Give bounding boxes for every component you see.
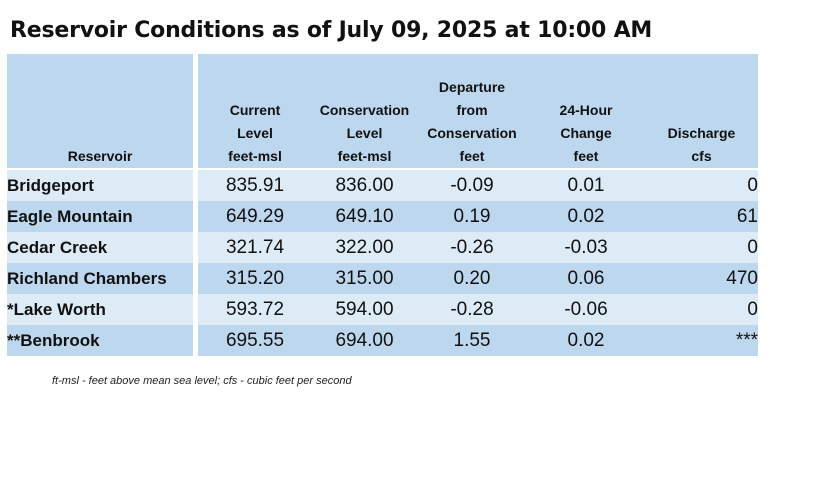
current-level-cell: 593.72 (198, 294, 312, 325)
departure-cell: 0.19 (417, 201, 527, 232)
reservoir-name-cell: Eagle Mountain (7, 201, 193, 232)
discharge-cell: *** (645, 325, 758, 356)
discharge-cell: 0 (645, 169, 758, 201)
table-row: Eagle Mountain 649.29 649.10 0.19 0.02 61 (7, 201, 758, 232)
current-level-cell: 649.29 (198, 201, 312, 232)
departure-cell: -0.26 (417, 232, 527, 263)
header-reservoir: Reservoir (7, 54, 193, 170)
departure-cell: 1.55 (417, 325, 527, 356)
column-gap (193, 232, 198, 263)
current-level-cell: 315.20 (198, 263, 312, 294)
change-24-hour-cell: -0.03 (527, 232, 645, 263)
discharge-cell: 61 (645, 201, 758, 232)
footnote: ft-msl - feet above mean sea level; cfs … (52, 375, 352, 387)
header-row: Reservoir Current Level feet-msl Conservat… (7, 54, 758, 170)
change-24-hour-cell: 0.01 (527, 169, 645, 201)
reservoir-name-cell: Bridgeport (7, 169, 193, 201)
reservoir-name-cell: Richland Chambers (7, 263, 193, 294)
header-line: 24-Hour (559, 102, 613, 118)
discharge-cell: 0 (645, 232, 758, 263)
change-24-hour-cell: 0.02 (527, 201, 645, 232)
column-gap (193, 294, 198, 325)
conservation-level-cell: 594.00 (312, 294, 417, 325)
column-gap (193, 169, 198, 201)
discharge-cell: 470 (645, 263, 758, 294)
column-gap (193, 201, 198, 232)
header-line: feet-msl (337, 148, 392, 164)
departure-cell: -0.09 (417, 169, 527, 201)
page-title: Reservoir Conditions as of July 09, 2025… (10, 18, 653, 43)
header-line: Departure (438, 79, 506, 95)
departure-cell: -0.28 (417, 294, 527, 325)
header-24-hour-change: 24-Hour Change feet (527, 54, 645, 170)
header-line: feet (573, 148, 599, 164)
header-line: Reservoir (67, 148, 133, 164)
column-gap (193, 263, 198, 294)
conservation-level-cell: 836.00 (312, 169, 417, 201)
current-level-cell: 695.55 (198, 325, 312, 356)
header-line: Conservation (319, 102, 410, 118)
reservoir-table: Reservoir Current Level feet-msl Conservat… (7, 54, 758, 356)
header-line: Level (237, 125, 273, 141)
column-gap (193, 325, 198, 356)
reservoir-name-cell: *Lake Worth (7, 294, 193, 325)
header-conservation-level: Conservation Level feet-msl (312, 54, 417, 170)
current-level-cell: 321.74 (198, 232, 312, 263)
header-line: Conservation (427, 125, 517, 141)
table-row: Cedar Creek 321.74 322.00 -0.26 -0.03 0 (7, 232, 758, 263)
header-line: feet (459, 148, 485, 164)
header-line: Change (560, 125, 612, 141)
reservoir-name-cell: **Benbrook (7, 325, 193, 356)
header-line: Level (346, 125, 383, 141)
header-line: from (456, 102, 488, 118)
conservation-level-cell: 694.00 (312, 325, 417, 356)
header-line: Current (229, 102, 281, 118)
header-departure: Departure from Conservation feet (417, 54, 527, 170)
table-row: Bridgeport 835.91 836.00 -0.09 0.01 0 (7, 169, 758, 201)
current-level-cell: 835.91 (198, 169, 312, 201)
header-current-level: Current Level feet-msl (198, 54, 312, 170)
column-gap (193, 54, 198, 169)
header-line: Discharge (667, 125, 736, 141)
change-24-hour-cell: 0.02 (527, 325, 645, 356)
departure-cell: 0.20 (417, 263, 527, 294)
conservation-level-cell: 649.10 (312, 201, 417, 232)
table-row: **Benbrook 695.55 694.00 1.55 0.02 *** (7, 325, 758, 356)
header-line: feet-msl (228, 148, 282, 164)
discharge-cell: 0 (645, 294, 758, 325)
conservation-level-cell: 315.00 (312, 263, 417, 294)
change-24-hour-cell: 0.06 (527, 263, 645, 294)
reservoir-name-cell: Cedar Creek (7, 232, 193, 263)
header-line: cfs (691, 148, 712, 164)
table-row: *Lake Worth 593.72 594.00 -0.28 -0.06 0 (7, 294, 758, 325)
change-24-hour-cell: -0.06 (527, 294, 645, 325)
table-row: Richland Chambers 315.20 315.00 0.20 0.06 470 (7, 263, 758, 294)
conservation-level-cell: 322.00 (312, 232, 417, 263)
header-discharge: Discharge cfs (645, 54, 758, 170)
